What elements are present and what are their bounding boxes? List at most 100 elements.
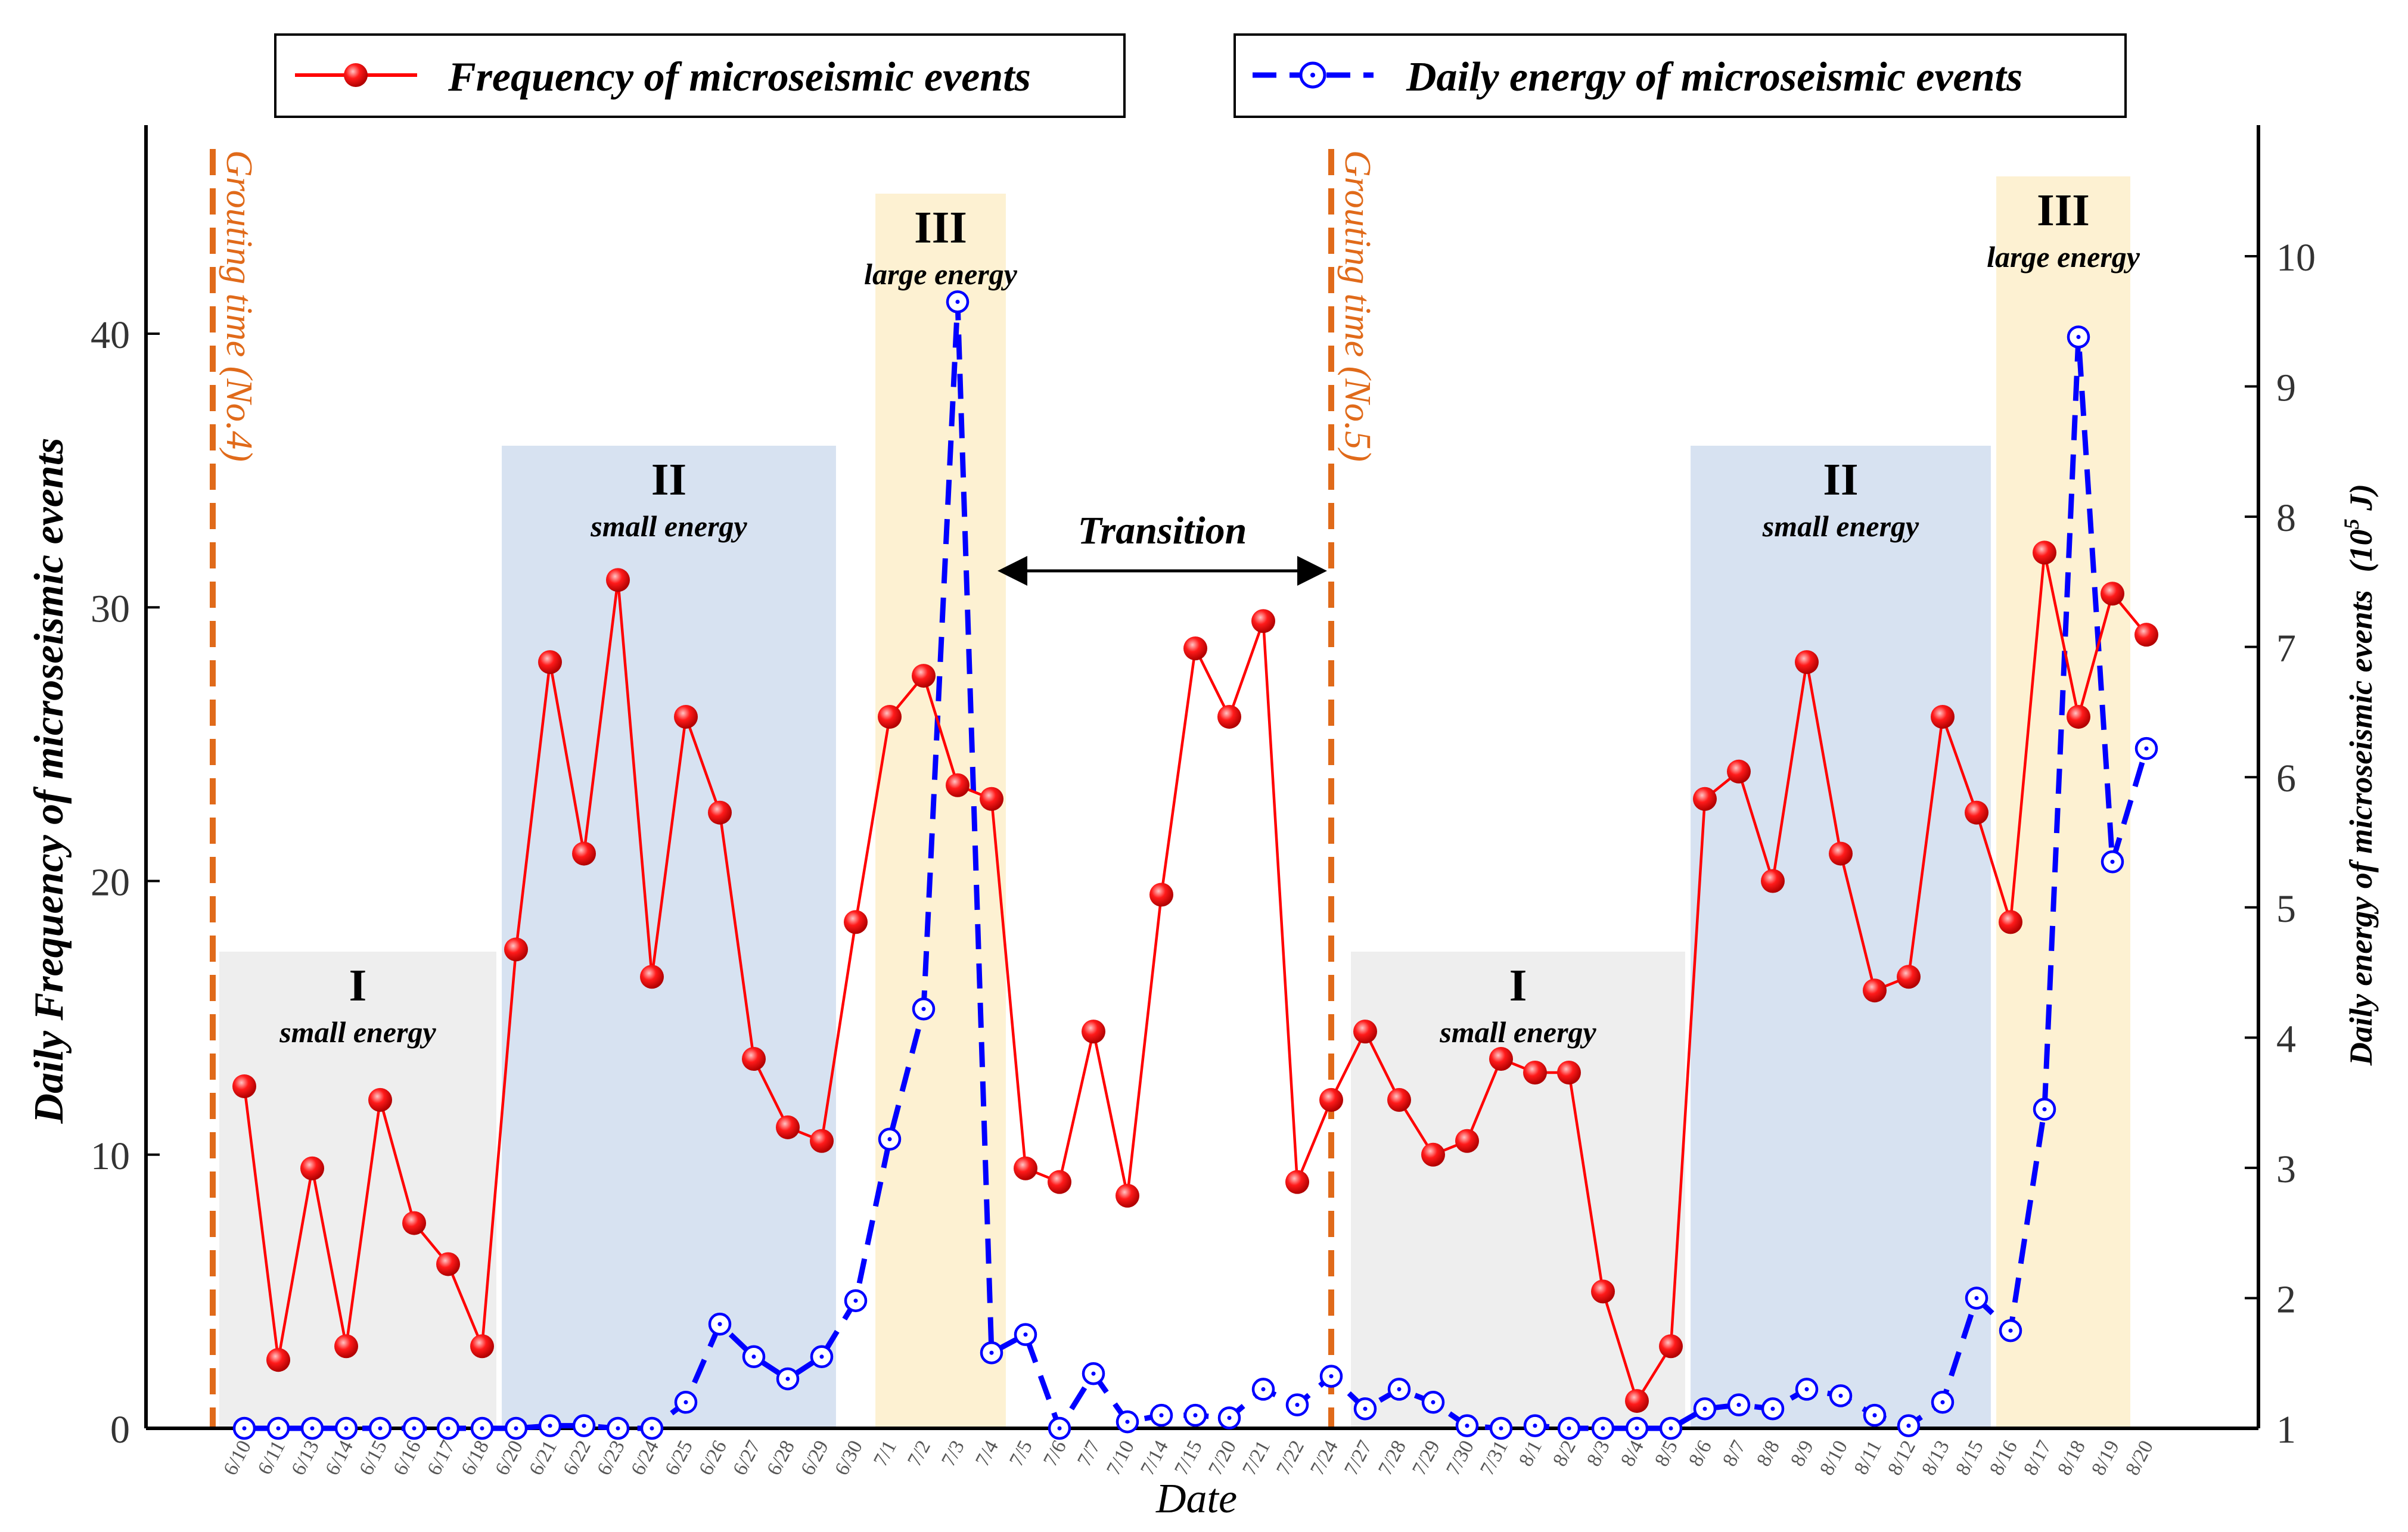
- energy-point-dot: [344, 1426, 349, 1431]
- y-right-tick-label: 5: [2276, 887, 2296, 931]
- frequency-point: [300, 1156, 324, 1180]
- x-tick-label: 6/22: [559, 1437, 595, 1479]
- stage-label: II: [651, 455, 686, 505]
- x-tick-label: 7/4: [971, 1437, 1003, 1470]
- grouting-lines: Grouting time (No.4) Grouting time (No.5): [210, 149, 1378, 1428]
- frequency-point: [1149, 882, 1173, 907]
- energy-point-dot: [1804, 1387, 1809, 1391]
- energy-point-dot: [1601, 1426, 1605, 1431]
- energy-point-dot: [1431, 1400, 1436, 1404]
- x-tick-label: 8/11: [1850, 1437, 1886, 1478]
- stage-label: I: [349, 961, 367, 1011]
- frequency-point: [1217, 704, 1241, 729]
- y-right-tick-label: 6: [2276, 757, 2296, 800]
- stage-sublabel: large energy: [1987, 240, 2140, 274]
- x-tick-label: 6/14: [321, 1437, 358, 1479]
- frequency-point: [2033, 540, 2056, 565]
- x-tick-label: 7/21: [1238, 1437, 1275, 1479]
- frequency-point: [470, 1334, 494, 1359]
- y-left-tick-label: 40: [91, 313, 130, 357]
- energy-point-dot: [1261, 1387, 1266, 1391]
- y-right-title-unit-end: J): [2343, 484, 2379, 518]
- energy-point-dot: [412, 1426, 417, 1431]
- legend-energy-marker-dot: [1310, 73, 1315, 77]
- frequency-point: [1387, 1087, 1411, 1112]
- y-left-tick-label: 10: [91, 1135, 130, 1178]
- energy-point-dot: [1159, 1413, 1164, 1418]
- frequency-point: [266, 1348, 290, 1372]
- stage-label: III: [2037, 185, 2090, 235]
- energy-point-dot: [683, 1400, 688, 1404]
- frequency-point: [1285, 1170, 1309, 1194]
- energy-point-dot: [2042, 1107, 2047, 1112]
- legend-frequency-label: Frequency of microseismic events: [448, 54, 1031, 100]
- frequency-point: [1999, 910, 2022, 934]
- x-tick-label: 6/26: [695, 1437, 731, 1479]
- frequency-point: [878, 704, 902, 729]
- energy-point-dot: [310, 1426, 315, 1431]
- energy-point-dot: [1499, 1426, 1503, 1431]
- energy-point-dot: [1329, 1374, 1334, 1379]
- frequency-point: [606, 568, 630, 592]
- x-tick-label: 8/16: [1986, 1437, 2022, 1479]
- frequency-point: [1455, 1129, 1479, 1153]
- frequency-point: [1761, 869, 1785, 893]
- frequency-point: [1659, 1334, 1683, 1359]
- energy-point-dot: [1227, 1416, 1232, 1421]
- x-tick-label: 6/25: [661, 1437, 697, 1479]
- energy-point-dot: [989, 1350, 994, 1355]
- transition-annotation: Transition: [998, 509, 1327, 586]
- frequency-point: [1116, 1183, 1139, 1208]
- energy-point-dot: [1363, 1406, 1368, 1411]
- stage-sublabel: small energy: [1439, 1015, 1596, 1049]
- x-tick-label: 6/11: [254, 1437, 290, 1478]
- frequency-point: [674, 704, 698, 729]
- stage-sublabel: large energy: [864, 257, 1018, 291]
- stage-sublabel: small energy: [1762, 509, 1919, 543]
- energy-point-dot: [853, 1298, 858, 1303]
- energy-point-dot: [1397, 1387, 1402, 1391]
- frequency-point: [980, 787, 1003, 811]
- frequency-point: [1489, 1047, 1513, 1071]
- energy-point-dot: [1668, 1426, 1673, 1431]
- x-tick-label: 7/10: [1102, 1437, 1139, 1479]
- frequency-point: [1625, 1389, 1649, 1413]
- x-tick-label: 7/24: [1306, 1437, 1343, 1479]
- y-right-tick-label: 3: [2276, 1148, 2296, 1191]
- frequency-point: [640, 965, 664, 989]
- frequency-point: [1353, 1020, 1377, 1044]
- energy-point-dot: [921, 1006, 926, 1011]
- x-tick-label: 6/20: [491, 1437, 527, 1479]
- x-tick-label: 7/20: [1204, 1437, 1241, 1479]
- x-tick-label: 7/27: [1340, 1437, 1377, 1479]
- y-axis-left-title: Daily Frequency of microseismic events: [26, 438, 72, 1124]
- frequency-point: [1829, 841, 1853, 866]
- x-tick-label: 6/15: [355, 1437, 392, 1479]
- y-right-title-unit: (10: [2343, 529, 2379, 572]
- energy-point-dot: [2144, 746, 2149, 751]
- energy-point-dot: [378, 1426, 383, 1431]
- x-axis-title: Date: [1155, 1476, 1237, 1522]
- energy-point-dot: [1940, 1400, 1945, 1404]
- x-tick-label: 8/8: [1753, 1437, 1784, 1470]
- energy-point-dot: [887, 1137, 892, 1142]
- frequency-point: [436, 1252, 460, 1276]
- frequency-point: [504, 937, 528, 962]
- legend-item-frequency[interactable]: Frequency of microseismic events: [274, 33, 1126, 118]
- energy-point-dot: [1125, 1419, 1130, 1424]
- stage-label: I: [1509, 961, 1527, 1011]
- transition-label: Transition: [1078, 509, 1247, 552]
- frequency-point: [1897, 965, 1921, 989]
- x-tick-label: 7/7: [1073, 1437, 1105, 1470]
- legend-item-energy[interactable]: Daily energy of microseismic events: [1233, 33, 2127, 118]
- frequency-point: [402, 1211, 426, 1235]
- energy-point-dot: [1770, 1406, 1775, 1411]
- energy-point-dot: [616, 1426, 620, 1431]
- x-tick-label: 7/29: [1408, 1437, 1444, 1479]
- energy-point-dot: [1974, 1295, 1979, 1300]
- stage-sublabel: small energy: [590, 509, 747, 543]
- energy-point-dot: [1838, 1393, 1843, 1398]
- energy-point-dot: [480, 1426, 484, 1431]
- frequency-point: [368, 1087, 392, 1112]
